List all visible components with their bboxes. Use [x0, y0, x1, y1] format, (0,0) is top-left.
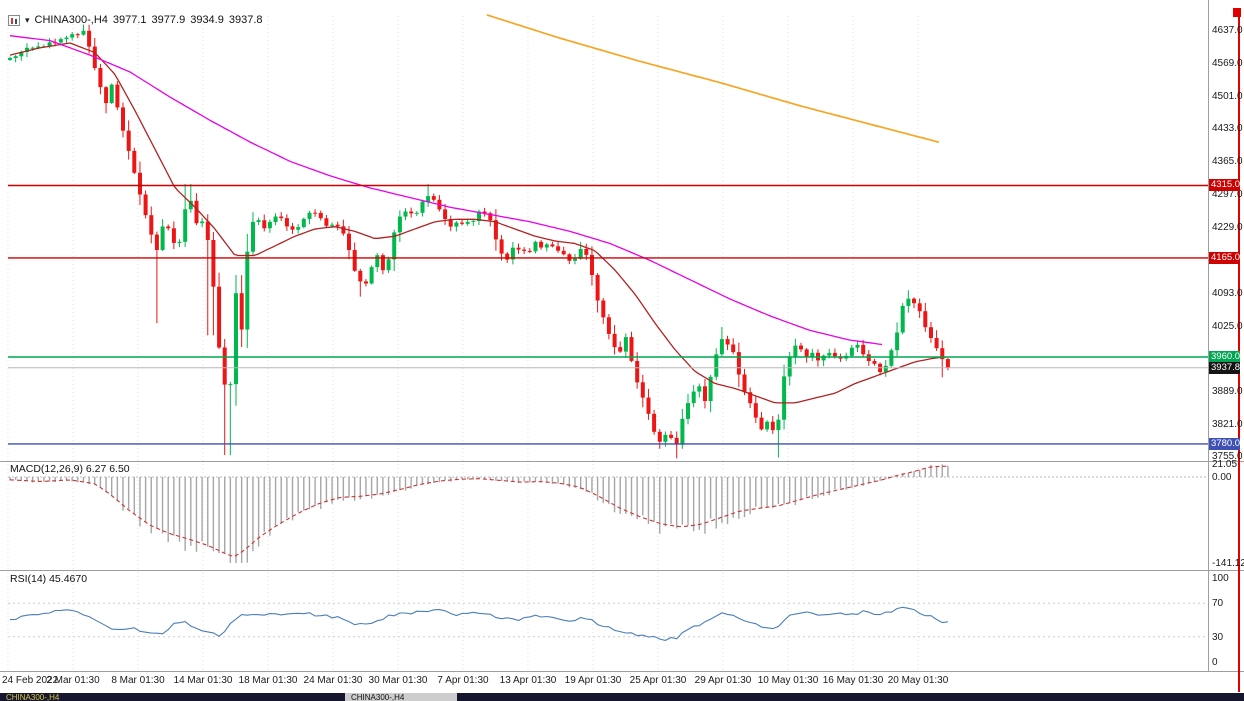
price-tick-label: 4025.0: [1212, 320, 1243, 332]
grid-lines: [7, 16, 919, 670]
time-tick-label: 18 Mar 01:30: [238, 675, 298, 686]
bar-close-value: 3937.8: [228, 14, 263, 26]
time-tick-label: 25 Apr 01:30: [629, 675, 687, 686]
time-tick-label: 8 Mar 01:30: [111, 675, 165, 686]
time-tick-label: 13 Apr 01:30: [499, 675, 557, 686]
price-level-badge[interactable]: 3960.0: [1209, 350, 1241, 363]
macd-indicator-label: MACD(12,26,9) 6.27 6.50: [10, 463, 130, 475]
time-tick-label: 7 Apr 01:30: [437, 675, 489, 686]
macd-axis-label: -141.12: [1212, 558, 1244, 570]
bottom-tab[interactable]: CHINA300-,H4: [6, 693, 60, 701]
time-tick-label: 29 Apr 01:30: [694, 675, 752, 686]
time-tick-label: 2 Mar 01:30: [46, 675, 100, 686]
bottom-tab-bar[interactable]: CHINA300-,H4 CHINA300-,H4: [0, 693, 1244, 701]
rsi-indicator-label: RSI(14) 45.4670: [10, 573, 88, 585]
price-tick-label: 4433.0: [1212, 123, 1243, 135]
time-tick-label: 10 May 01:30: [757, 675, 819, 686]
price-axis[interactable]: 4637.0 4569.0 4501.0 4433.0 4365.0 4297.0 4229…: [1209, 0, 1244, 671]
price-tick-label: 4501.0: [1212, 90, 1243, 102]
time-axis[interactable]: 24 Feb 2022 2 Mar 01:30 8 Mar 01:30 14 Mar …: [0, 675, 1208, 691]
price-tick-label: 3821.0: [1212, 419, 1243, 431]
bar-low-value: 3934.9: [190, 14, 224, 26]
macd-signal-line: [9, 465, 949, 558]
right-edge-marker: [1233, 8, 1241, 17]
chart-type-icon[interactable]: [8, 14, 20, 26]
rsi-axis-label: 70: [1212, 598, 1224, 610]
price-level-badge[interactable]: 4315.0: [1209, 179, 1241, 192]
time-tick-label: 24 Mar 01:30: [303, 675, 363, 686]
time-tick-label: 14 Mar 01:30: [173, 675, 233, 686]
time-tick-label: 19 Apr 01:30: [564, 675, 622, 686]
chart-header: ▾ CHINA300-,H4 3977.1 3977.9 3934.9 3937…: [8, 14, 263, 26]
time-tick-label: 24 Feb 2022: [2, 675, 59, 686]
price-tick-label: 4365.0: [1212, 156, 1243, 168]
price-tick-label: 3755.0: [1212, 451, 1243, 463]
bar-high-value: 3977.9: [151, 14, 186, 26]
price-tick-label: 4093.0: [1212, 287, 1243, 299]
rsi-axis-label: 30: [1212, 631, 1224, 643]
rsi-line: [9, 606, 948, 641]
bar-open-value: 3977.1: [112, 14, 147, 26]
symbol-period-label: CHINA300-,H4: [34, 14, 108, 26]
rsi-axis-label: 0: [1212, 657, 1218, 668]
price-level-badge[interactable]: 3780.0: [1209, 437, 1241, 450]
price-tick-label: 3889.0: [1212, 386, 1243, 398]
rsi-axis-label: 100: [1212, 573, 1229, 584]
price-level-badge: 3937.8: [1209, 361, 1241, 374]
time-tick-label: 16 May 01:30: [822, 675, 884, 686]
time-tick-label: 20 May 01:30: [887, 675, 949, 686]
macd-axis-label: 21.05: [1212, 459, 1238, 471]
price-tick-label: 4229.0: [1212, 222, 1243, 234]
price-tick-label: 4569.0: [1212, 57, 1243, 69]
price-tick-label: 4637.0: [1212, 24, 1243, 36]
price-tick-label: 4297.0: [1212, 189, 1243, 201]
macd-histogram: [9, 464, 949, 563]
macd-axis-label: 0.00: [1212, 472, 1232, 483]
price-level-badge[interactable]: 4165.0: [1209, 251, 1241, 264]
bottom-active-tab[interactable]: CHINA300-,H4: [345, 693, 457, 701]
collapse-chart-icon[interactable]: ▾: [25, 14, 30, 25]
time-tick-label: 30 Mar 01:30: [368, 675, 428, 686]
candlesticks: [8, 24, 950, 459]
